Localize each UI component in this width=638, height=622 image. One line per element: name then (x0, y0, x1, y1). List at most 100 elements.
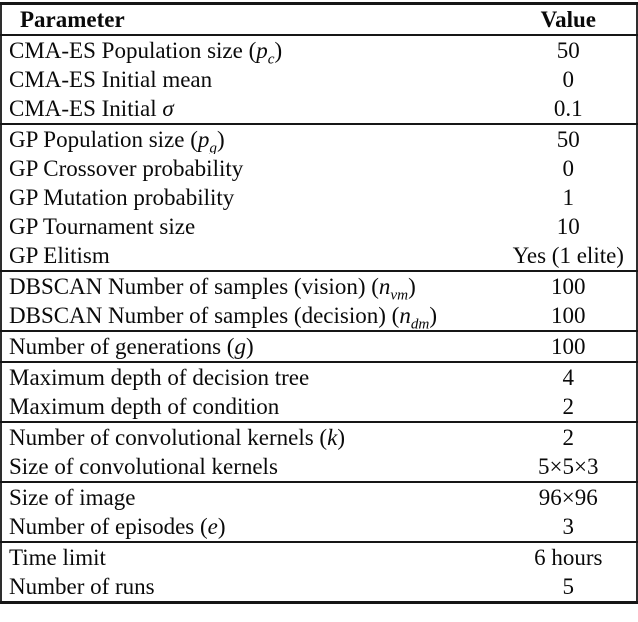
parameter-text: CMA-ES Population size ( (9, 38, 257, 63)
parameter-variable: g (234, 334, 246, 359)
column-header-parameter: Parameter (20, 7, 125, 32)
parameter-variable: ndm (399, 303, 430, 331)
value-cell: 3 (562, 514, 575, 539)
parameter-cell: Time limit (1, 542, 501, 572)
parameter-text: GP Tournament size (9, 214, 196, 239)
value-cell: 0 (562, 67, 575, 92)
parameter-cell: DBSCAN Number of samples (vision) (nvm) (1, 271, 501, 301)
parameter-cell: GP Crossover probability (1, 154, 501, 183)
value-cell: Yes (1 elite) (512, 243, 624, 268)
parameter-cell: CMA-ES Population size (pc) (1, 35, 501, 65)
parameter-text: Size of image (9, 485, 136, 510)
parameter-cell: Number of episodes (e) (1, 512, 501, 542)
parameter-group: GP Population size (pg) 50 GP Crossover p… (1, 124, 637, 271)
parameter-text-suffix: ) (408, 274, 416, 299)
value-cell: 4 (562, 365, 575, 390)
variable-symbol: k (327, 425, 338, 450)
parameter-text-suffix: ) (337, 425, 345, 450)
table-row: Size of image 96×96 (1, 482, 637, 512)
parameter-cell: GP Tournament size (1, 212, 501, 241)
table-row: GP Population size (pg) 50 (1, 124, 637, 154)
parameter-variable: pc (256, 38, 275, 65)
value-cell: 100 (551, 303, 586, 328)
parameter-text: Maximum depth of condition (9, 394, 280, 419)
parameters-table: Parameter Value CMA-ES Population size (… (0, 2, 638, 604)
table-row: CMA-ES Initial mean 0 (1, 65, 637, 94)
value-cell: 10 (556, 214, 580, 239)
table-row: Number of runs 5 (1, 572, 637, 603)
table-row: Number of episodes (e) 3 (1, 512, 637, 542)
parameter-variable: nvm (378, 274, 409, 301)
variable-subscript: c (267, 50, 275, 65)
table-row: DBSCAN Number of samples (decision) (ndm… (1, 301, 637, 331)
parameter-text-suffix: ) (429, 303, 438, 328)
table-row: CMA-ES Initial σ 0.1 (1, 94, 637, 124)
value-cell: 5 (562, 574, 575, 599)
parameter-text: GP Elitism (9, 243, 110, 268)
parameter-cell: GP Population size (pg) (1, 124, 501, 154)
parameter-variable: pg (197, 127, 217, 154)
table-row: Maximum depth of decision tree 4 (1, 362, 637, 392)
parameter-cell: CMA-ES Initial mean (1, 65, 501, 94)
value-cell: 6 hours (534, 545, 603, 570)
parameter-cell: Maximum depth of decision tree (1, 362, 501, 392)
parameter-text: Maximum depth of decision tree (9, 365, 310, 390)
value-cell: 100 (551, 334, 586, 359)
parameter-variable: σ (162, 96, 173, 121)
table-row: GP Tournament size 10 (1, 212, 637, 241)
table-row: DBSCAN Number of samples (vision) (nvm) 1… (1, 271, 637, 301)
parameter-text: Number of generations ( (9, 334, 235, 359)
table-row: Time limit 6 hours (1, 542, 637, 572)
parameter-text-suffix: ) (217, 514, 226, 539)
parameter-cell: Maximum depth of condition (1, 392, 501, 422)
table-row: GP Crossover probability 0 (1, 154, 637, 183)
parameter-text-suffix: ) (245, 334, 254, 359)
value-cell: 1 (562, 185, 575, 210)
variable-symbol: p (197, 127, 210, 152)
parameter-group: Size of image 96×96 Number of episodes (e… (1, 482, 637, 542)
value-cell: 0 (562, 156, 575, 181)
parameter-text: GP Mutation probability (9, 185, 235, 210)
parameters-table-figure: Parameter Value CMA-ES Population size (… (0, 2, 638, 604)
table-row: Maximum depth of condition 2 (1, 392, 637, 422)
parameter-text: Time limit (9, 545, 106, 570)
variable-symbol: n (378, 274, 391, 299)
value-cell: 2 (562, 425, 575, 450)
parameter-variable: e (208, 514, 218, 539)
value-cell: 96×96 (538, 485, 598, 510)
parameter-cell: DBSCAN Number of samples (decision) (ndm… (1, 301, 501, 331)
table-row: CMA-ES Population size (pc) 50 (1, 35, 637, 65)
parameter-cell: GP Mutation probability (1, 183, 501, 212)
variable-symbol: e (207, 514, 218, 539)
parameter-text: CMA-ES Initial (9, 96, 163, 121)
parameter-text: DBSCAN Number of samples (decision) ( (9, 303, 400, 328)
table-row: Size of convolutional kernels 5×5×3 (1, 452, 637, 482)
parameter-group: CMA-ES Population size (pc) 50 CMA-ES Ini… (1, 35, 637, 124)
table-row: Number of convolutional kernels (k) 2 (1, 422, 637, 452)
parameter-text: GP Crossover probability (9, 156, 244, 181)
parameter-cell: Number of generations (g) (1, 331, 501, 362)
value-cell: 0.1 (553, 96, 583, 121)
value-cell: 50 (556, 38, 580, 63)
parameter-text: Number of episodes ( (9, 514, 208, 539)
parameter-cell: GP Elitism (1, 241, 501, 271)
parameter-cell: CMA-ES Initial σ (1, 94, 501, 124)
parameter-text: CMA-ES Initial mean (9, 67, 213, 92)
parameter-group: DBSCAN Number of samples (vision) (nvm) 1… (1, 271, 637, 331)
parameter-group: Maximum depth of decision tree 4 Maximum … (1, 362, 637, 422)
parameter-cell: Number of convolutional kernels (k) (1, 422, 501, 452)
value-cell: 100 (551, 274, 586, 299)
parameter-text: Number of convolutional kernels ( (9, 425, 328, 450)
table-row: GP Mutation probability 1 (1, 183, 637, 212)
variable-symbol: σ (162, 96, 174, 121)
parameter-group: Number of convolutional kernels (k) 2 Siz… (1, 422, 637, 482)
variable-subscript: dm (410, 315, 430, 331)
parameter-cell: Size of image (1, 482, 501, 512)
header-row: Parameter Value (1, 4, 637, 36)
variable-subscript: vm (390, 286, 409, 301)
parameter-text-suffix: ) (216, 127, 225, 152)
variable-subscript: g (209, 139, 217, 154)
table-row: GP Elitism Yes (1 elite) (1, 241, 637, 271)
parameter-cell: Size of convolutional kernels (1, 452, 501, 482)
